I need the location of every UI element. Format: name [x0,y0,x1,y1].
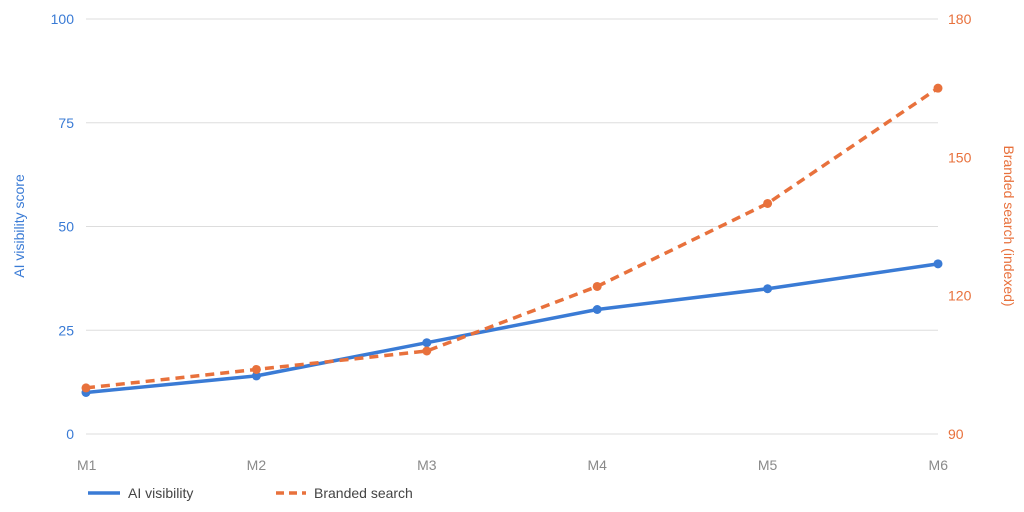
left-tick-label: 25 [58,322,74,338]
right-tick-label: 150 [948,149,972,165]
series-lines [81,83,943,397]
x-axis-ticks: M1 M2 M3 M4 M5 M6 [77,457,948,473]
right-tick-label: 90 [948,426,964,442]
right-tick-label: 120 [948,288,972,304]
series-line-branded-search [85,86,939,390]
right-axis-ticks: 90 120 150 180 [948,11,972,442]
left-axis-ticks: 0 25 50 75 100 [51,11,75,442]
legend-label-branded-search: Branded search [314,485,413,501]
right-tick-label: 180 [948,11,972,27]
x-tick-label: M3 [417,457,437,473]
data-point-branded-search [763,198,773,208]
x-tick-label: M5 [758,457,778,473]
left-tick-label: 50 [58,219,74,235]
left-tick-label: 75 [58,115,74,131]
x-tick-label: M4 [587,457,607,473]
data-point-branded-search [251,364,261,374]
data-point-ai-visibility [763,284,773,294]
legend: AI visibility Branded search [88,485,413,501]
left-tick-label: 100 [51,11,75,27]
legend-label-ai-visibility: AI visibility [128,485,193,501]
gridlines [86,18,938,435]
left-axis-label: AI visibility score [11,174,27,278]
data-point-branded-search [592,281,602,291]
x-tick-label: M6 [929,457,949,473]
data-point-ai-visibility [422,338,432,348]
left-tick-label: 0 [66,426,74,442]
data-point-ai-visibility [251,371,261,381]
data-point-ai-visibility [592,305,602,314]
data-point-branded-search [81,383,91,393]
series-line-ai-visibility [85,262,939,395]
data-point-branded-search [422,346,432,356]
data-point-ai-visibility [933,259,943,269]
data-point-branded-search [933,83,943,93]
right-axis-label: Branded search (indexed) [1001,145,1017,306]
x-tick-label: M1 [77,457,97,473]
x-tick-label: M2 [247,457,267,473]
